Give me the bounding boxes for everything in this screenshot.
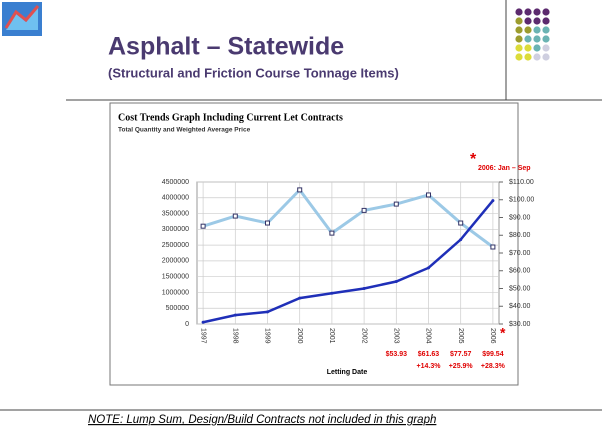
- dot: [515, 8, 522, 15]
- marker: [395, 280, 398, 283]
- value-label: $53.93: [386, 351, 408, 358]
- y-tick-label: 2500000: [162, 242, 189, 249]
- marker: [362, 208, 366, 212]
- dot: [542, 35, 549, 42]
- y2-tick-label: $90.00: [509, 214, 531, 221]
- dot: [542, 44, 549, 51]
- chart-title: Cost Trends Graph Including Current Let …: [118, 112, 343, 123]
- marker: [330, 231, 334, 235]
- dot: [533, 8, 540, 15]
- x-tick-label: 2001: [328, 328, 335, 344]
- slide: Asphalt – Statewide (Structural and Fric…: [0, 0, 602, 445]
- annotation: 2006: Jan – Sep: [478, 165, 531, 172]
- y2-tick-label: $50.00: [509, 285, 531, 292]
- dot: [524, 26, 531, 33]
- marker: [459, 221, 463, 225]
- dot: [515, 26, 522, 33]
- dot: [515, 53, 522, 60]
- dot: [524, 17, 531, 24]
- y-tick-label: 0: [185, 321, 189, 328]
- y2-tick-label: $30.00: [509, 321, 531, 328]
- y-tick-label: 1500000: [162, 274, 189, 281]
- annotation: *: [470, 151, 477, 168]
- value-label: $77.57: [450, 351, 472, 358]
- marker: [298, 188, 302, 192]
- dot: [515, 44, 522, 51]
- dot: [542, 53, 549, 60]
- dot: [533, 53, 540, 60]
- marker: [491, 245, 495, 249]
- y-tick-label: 500000: [166, 305, 189, 312]
- annotation: +25.9%: [449, 363, 474, 370]
- x-tick-label: 2002: [360, 328, 367, 344]
- slide-subtitle: (Structural and Friction Course Tonnage …: [108, 65, 399, 80]
- y2-tick-label: $110.00: [509, 179, 534, 186]
- chart-subtitle: Total Quantity and Weighted Average Pric…: [118, 127, 251, 134]
- y-tick-label: 3500000: [162, 210, 189, 217]
- marker: [298, 297, 301, 300]
- x-tick-label: 1999: [264, 328, 271, 344]
- dot: [515, 17, 522, 24]
- x-tick-label: 2005: [457, 328, 464, 344]
- dot: [533, 35, 540, 42]
- y-tick-label: 4500000: [162, 179, 189, 186]
- y-tick-label: 1000000: [162, 289, 189, 296]
- annotation: +14.3%: [417, 363, 442, 370]
- marker: [427, 193, 431, 197]
- y-tick-label: 4000000: [162, 195, 189, 202]
- dot: [524, 53, 531, 60]
- logo-icon: [2, 2, 42, 36]
- x-tick-label: 2000: [296, 328, 303, 344]
- dot: [524, 8, 531, 15]
- dot: [524, 44, 531, 51]
- y-tick-label: 3000000: [162, 226, 189, 233]
- dot: [542, 26, 549, 33]
- marker: [427, 266, 430, 269]
- marker: [202, 321, 205, 324]
- x-tick-label: 2004: [425, 328, 432, 344]
- marker: [201, 224, 205, 228]
- dot: [524, 35, 531, 42]
- marker: [459, 238, 462, 241]
- y2-tick-label: $70.00: [509, 250, 531, 257]
- marker: [491, 199, 494, 202]
- y2-tick-label: $60.00: [509, 268, 531, 275]
- dot: [533, 44, 540, 51]
- annotation: +28.3%: [481, 363, 506, 370]
- value-label: $61.63: [418, 351, 440, 358]
- marker: [234, 314, 237, 317]
- marker: [266, 221, 270, 225]
- dot: [542, 8, 549, 15]
- x-tick-label: 1997: [199, 328, 206, 344]
- y2-tick-label: $80.00: [509, 232, 531, 239]
- marker: [330, 292, 333, 295]
- marker: [233, 214, 237, 218]
- annotation: *: [500, 325, 506, 341]
- y-tick-label: 2000000: [162, 258, 189, 265]
- marker: [363, 287, 366, 290]
- x-tick-label: 2003: [392, 328, 399, 344]
- dot: [533, 17, 540, 24]
- x-tick-label: 2006: [489, 328, 496, 344]
- marker: [266, 310, 269, 313]
- dot: [533, 26, 540, 33]
- dot: [515, 35, 522, 42]
- slide-title: Asphalt – Statewide: [108, 33, 344, 61]
- y2-tick-label: $100.00: [509, 197, 534, 204]
- y2-tick-label: $40.00: [509, 303, 531, 310]
- x-axis-label: Letting Date: [327, 369, 368, 376]
- plot-area: [197, 182, 499, 324]
- dot: [542, 17, 549, 24]
- note: NOTE: Lump Sum, Design/Build Contracts n…: [88, 414, 436, 426]
- marker: [394, 202, 398, 206]
- value-label: $99.54: [482, 351, 504, 358]
- x-tick-label: 1998: [231, 328, 238, 344]
